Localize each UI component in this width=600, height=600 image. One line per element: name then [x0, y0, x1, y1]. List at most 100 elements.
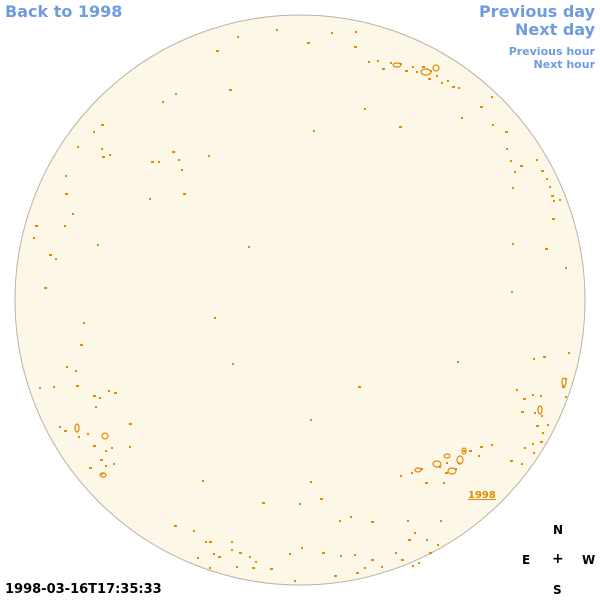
feature-mark: [232, 363, 234, 365]
feature-loop: [443, 453, 451, 459]
feature-mark: [516, 389, 518, 391]
feature-mark: [443, 482, 445, 484]
feature-mark: [151, 161, 154, 163]
feature-mark: [452, 86, 455, 88]
observation-timestamp: 1998-03-16T17:35:33: [5, 582, 162, 597]
feature-mark: [405, 70, 408, 72]
feature-mark: [412, 565, 414, 567]
feature-mark: [542, 432, 544, 434]
feature-mark: [229, 89, 232, 91]
feature-mark: [354, 554, 356, 556]
next-day-link[interactable]: Next day: [515, 20, 595, 39]
feature-mark: [78, 436, 80, 438]
feature-mark: [355, 31, 357, 33]
feature-mark: [102, 156, 105, 158]
feature-mark: [77, 146, 79, 148]
feature-mark: [66, 366, 68, 368]
feature-mark: [99, 397, 101, 399]
feature-mark: [441, 82, 443, 84]
feature-mark: [358, 386, 361, 388]
feature-mark: [55, 258, 57, 260]
feature-mark: [559, 199, 561, 201]
feature-mark: [534, 412, 536, 414]
feature-mark: [543, 356, 546, 358]
feature-mark: [382, 68, 385, 70]
previous-day-link[interactable]: Previous day: [478, 2, 595, 21]
feature-mark: [83, 322, 85, 324]
compass-north: N: [553, 523, 564, 537]
feature-mark: [322, 552, 325, 554]
back-to-year-link[interactable]: Back to 1998: [5, 2, 123, 21]
feature-mark: [533, 452, 535, 454]
feature-mark: [59, 426, 61, 428]
feature-mark: [447, 80, 449, 82]
feature-mark: [371, 521, 374, 523]
feature-mark: [377, 60, 379, 62]
next-hour-link[interactable]: Next hour: [533, 58, 596, 71]
compass-east: E: [522, 553, 531, 567]
feature-mark: [93, 445, 96, 447]
feature-mark: [114, 392, 117, 394]
feature-mark: [49, 254, 52, 256]
feature-mark: [178, 159, 180, 161]
feature-mark: [506, 148, 508, 150]
feature-loop: [537, 405, 543, 415]
feature-mark: [371, 559, 374, 561]
feature-mark: [546, 178, 548, 180]
feature-mark: [108, 390, 110, 392]
feature-mark: [458, 462, 460, 464]
feature-mark: [412, 66, 414, 68]
feature-mark: [109, 154, 111, 156]
feature-mark: [541, 415, 543, 417]
feature-mark: [249, 556, 251, 558]
feature-mark: [101, 473, 103, 475]
feature-mark: [514, 171, 516, 173]
feature-loop: [414, 467, 422, 473]
feature-mark: [511, 291, 513, 293]
feature-mark: [93, 131, 95, 133]
feature-mark: [553, 200, 555, 202]
feature-mark: [205, 541, 207, 543]
feature-loop: [461, 447, 467, 455]
feature-mark: [463, 450, 465, 452]
feature-mark: [491, 96, 493, 98]
feature-mark: [524, 447, 526, 449]
feature-mark: [331, 32, 333, 34]
feature-mark: [216, 50, 219, 52]
feature-mark: [428, 78, 431, 80]
feature-mark: [399, 126, 402, 128]
feature-mark: [299, 503, 301, 505]
feature-mark: [480, 446, 483, 448]
feature-mark: [364, 567, 366, 569]
feature-mark: [381, 566, 383, 568]
feature-mark: [310, 481, 312, 483]
feature-mark: [414, 532, 416, 534]
feature-loop: [420, 68, 432, 76]
feature-mark: [35, 225, 38, 227]
feature-mark: [478, 455, 480, 457]
region-year-link[interactable]: 1998: [468, 490, 496, 501]
feature-mark: [523, 398, 526, 400]
feature-mark: [436, 75, 438, 77]
feature-mark: [350, 516, 352, 518]
feature-mark: [101, 148, 103, 150]
feature-mark: [276, 29, 278, 31]
compass-center: +: [552, 551, 564, 567]
feature-mark: [364, 108, 366, 110]
feature-mark: [44, 287, 47, 289]
feature-mark: [64, 225, 66, 227]
feature-mark: [95, 406, 97, 408]
feature-mark: [408, 539, 411, 541]
feature-loop: [447, 467, 457, 475]
feature-mark: [540, 395, 542, 397]
feature-mark: [76, 385, 79, 387]
previous-hour-link[interactable]: Previous hour: [508, 45, 595, 58]
feature-mark: [505, 131, 508, 133]
feature-mark: [551, 195, 554, 197]
feature-mark: [480, 106, 483, 108]
feature-mark: [390, 62, 392, 64]
feature-mark: [105, 465, 107, 467]
feature-mark: [541, 170, 544, 172]
feature-mark: [172, 151, 175, 153]
